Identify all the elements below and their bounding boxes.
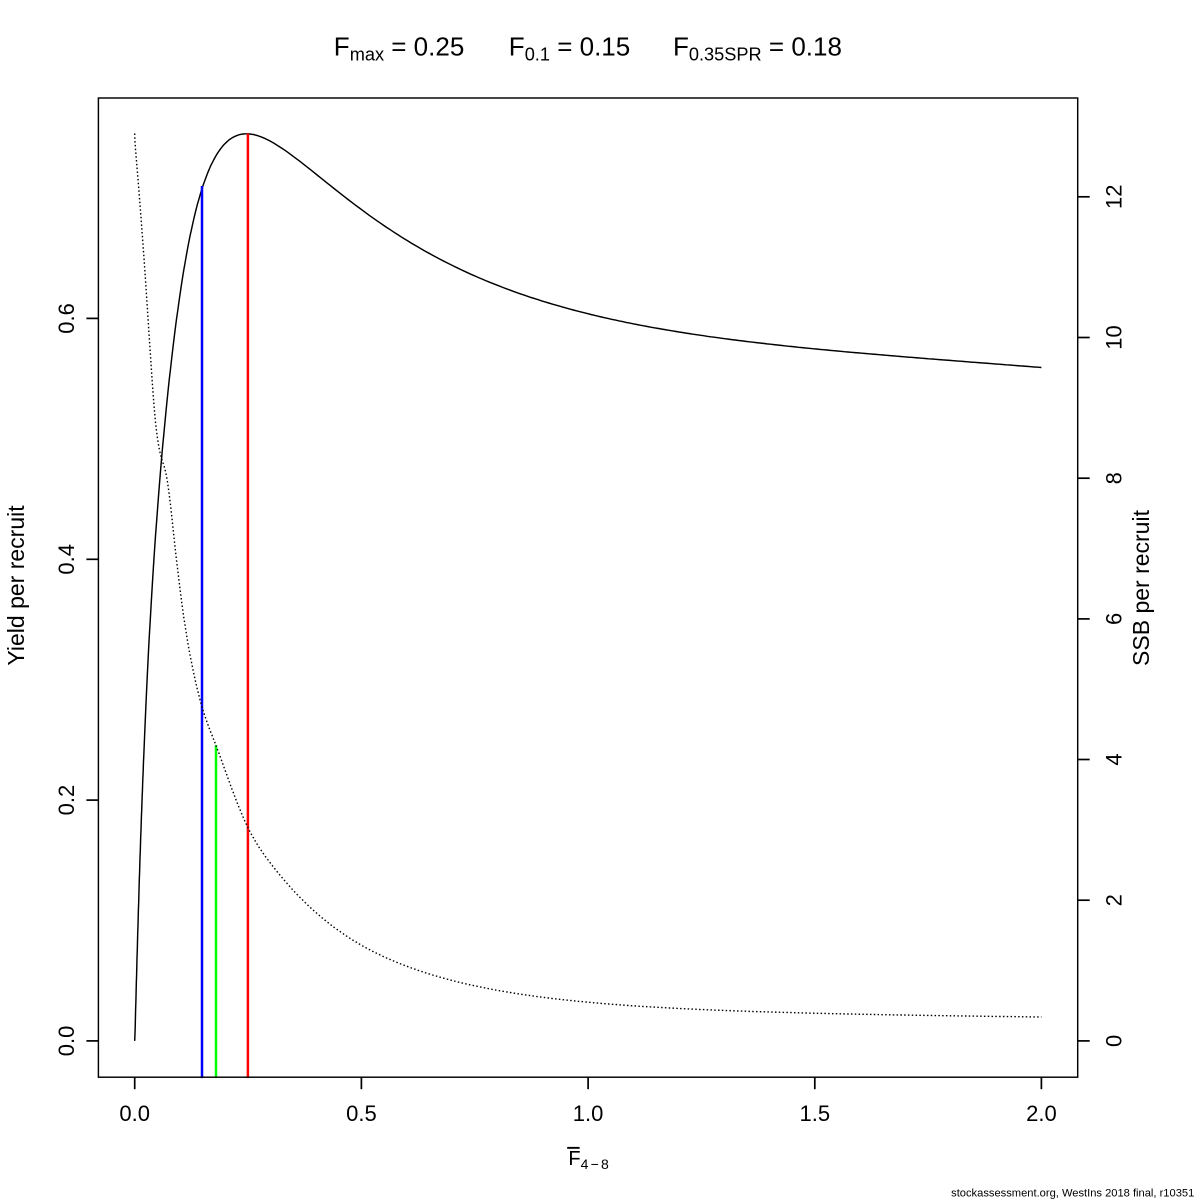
svg-text:10: 10 — [1101, 325, 1126, 349]
svg-text:stockassessment.org, WestIns 2: stockassessment.org, WestIns 2018 final,… — [951, 1187, 1194, 1199]
svg-text:0.2: 0.2 — [54, 785, 79, 816]
svg-text:Yield per recruit: Yield per recruit — [3, 505, 29, 666]
svg-text:0.4: 0.4 — [54, 544, 79, 575]
svg-text:4: 4 — [1101, 753, 1126, 765]
svg-text:0: 0 — [1101, 1035, 1126, 1047]
svg-text:6: 6 — [1101, 613, 1126, 625]
svg-text:8: 8 — [1101, 472, 1126, 484]
svg-text:0.0: 0.0 — [54, 1026, 79, 1057]
svg-text:SSB per recruit: SSB per recruit — [1128, 509, 1154, 666]
svg-text:0.0: 0.0 — [119, 1101, 150, 1126]
svg-text:2.0: 2.0 — [1026, 1101, 1057, 1126]
svg-text:0.5: 0.5 — [346, 1101, 377, 1126]
svg-text:1.0: 1.0 — [573, 1101, 604, 1126]
svg-text:12: 12 — [1101, 185, 1126, 209]
svg-text:Fmax = 0.25: Fmax = 0.25 — [334, 32, 464, 65]
svg-text:0.6: 0.6 — [54, 303, 79, 334]
svg-text:F0.35SPR = 0.18: F0.35SPR = 0.18 — [673, 32, 842, 65]
svg-text:1.5: 1.5 — [800, 1101, 831, 1126]
svg-text:2: 2 — [1101, 894, 1126, 906]
